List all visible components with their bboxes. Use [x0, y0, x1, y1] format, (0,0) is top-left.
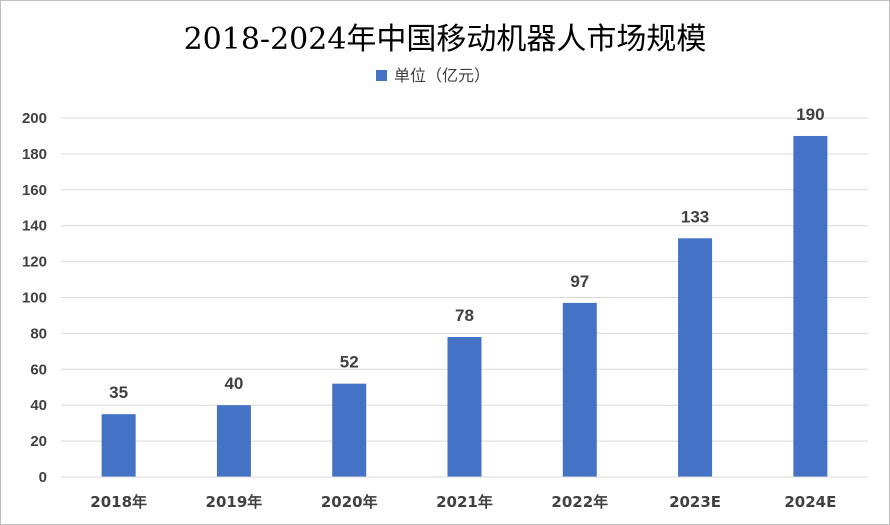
bar	[678, 238, 713, 477]
y-tick-label: 0	[39, 469, 47, 486]
legend-label: 单位（亿元）	[394, 66, 490, 85]
chart-title: 2018-2024年中国移动机器人市场规模	[184, 22, 707, 57]
bar	[101, 414, 136, 477]
x-tick-label: 2018年	[90, 493, 147, 511]
legend-swatch	[376, 70, 387, 81]
y-tick-label: 100	[22, 290, 47, 307]
bar	[216, 405, 251, 477]
y-tick-label: 120	[22, 254, 47, 271]
gridlines	[61, 117, 868, 442]
x-tick-label: 2024E	[784, 493, 836, 511]
data-label: 97	[570, 272, 589, 291]
x-tick-label: 2020年	[321, 493, 378, 511]
bar	[332, 383, 367, 477]
y-tick-label: 60	[30, 361, 47, 378]
y-tick-label: 20	[30, 433, 47, 450]
x-tick-label: 2019年	[206, 493, 263, 511]
bar	[793, 135, 828, 477]
bar	[562, 302, 597, 477]
x-tick-label: 2021年	[436, 493, 493, 511]
y-tick-label: 40	[30, 397, 47, 414]
data-label: 133	[681, 207, 709, 226]
data-label: 190	[796, 105, 824, 124]
x-tick-label: 2022年	[551, 493, 608, 511]
y-tick-label: 160	[22, 182, 47, 199]
bar	[447, 336, 482, 477]
y-tick-label: 80	[30, 325, 47, 342]
x-axis-ticks: 2018年 2019年 2020年 2021年 2022年 2023E 2024E	[90, 493, 836, 511]
x-tick-label: 2023E	[669, 493, 721, 511]
data-label: 52	[340, 353, 359, 372]
y-tick-label: 140	[22, 218, 47, 235]
data-label: 40	[224, 374, 243, 393]
data-label: 35	[109, 383, 128, 402]
data-labels: 35 40 52 78 97 133 190	[109, 105, 824, 402]
bars	[101, 135, 828, 477]
y-tick-label: 200	[22, 110, 47, 127]
data-label: 78	[455, 306, 474, 325]
y-axis-ticks: 0 20 40 60 80 100 120 140 160 180 200	[22, 110, 47, 486]
y-tick-label: 180	[22, 146, 47, 163]
